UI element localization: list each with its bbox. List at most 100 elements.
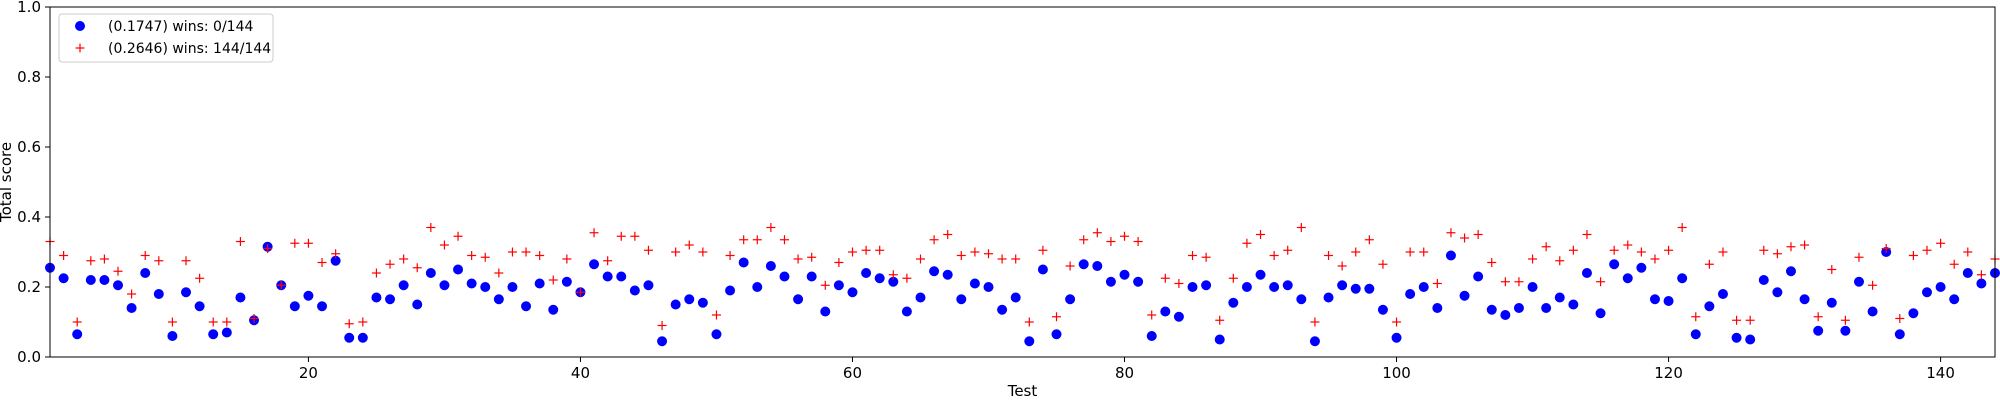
data-point-series-1 (806, 271, 817, 282)
data-point-series-2 (1636, 247, 1646, 257)
data-point-series-1 (1377, 304, 1388, 315)
data-point-series-1 (1677, 273, 1688, 284)
data-point-series-1 (1459, 290, 1470, 301)
data-point-series-1 (1486, 304, 1497, 315)
data-point-series-1 (1758, 275, 1769, 285)
data-point-series-1 (466, 278, 477, 289)
data-point-series-1 (235, 292, 246, 303)
data-point-series-1 (99, 275, 110, 285)
data-point-series-2 (276, 280, 286, 290)
data-point-series-1 (888, 276, 899, 287)
data-point-series-1 (1214, 334, 1225, 345)
data-point-series-2 (494, 268, 504, 278)
data-point-series-1 (942, 269, 953, 280)
data-point-series-2 (167, 317, 177, 327)
data-point-series-1 (412, 299, 423, 310)
data-point-series-2 (1596, 277, 1606, 287)
data-point-series-2 (1174, 279, 1184, 288)
data-point-series-2 (807, 252, 817, 262)
data-point-series-1 (1432, 303, 1443, 313)
data-point-series-2 (1827, 265, 1837, 274)
data-point-series-2 (1473, 230, 1483, 239)
data-point-series-2 (1963, 247, 1973, 257)
data-point-series-1 (820, 306, 831, 317)
data-point-series-2 (344, 319, 354, 329)
data-point-series-1 (589, 259, 600, 270)
data-point-series-1 (738, 257, 749, 268)
data-point-series-2 (929, 235, 939, 245)
data-point-series-2 (875, 245, 885, 255)
data-point-series-1 (398, 280, 409, 291)
data-point-series-2 (970, 247, 980, 257)
data-point-series-1 (480, 282, 491, 292)
data-point-series-1 (1554, 292, 1565, 303)
data-point-series-2 (1133, 237, 1143, 246)
data-point-series-1 (956, 294, 967, 305)
data-point-series-1 (1527, 282, 1538, 292)
data-point-series-2 (1065, 261, 1075, 271)
data-point-series-2 (616, 231, 626, 241)
data-point-series-1 (58, 273, 69, 284)
data-point-series-2 (521, 247, 531, 257)
plot-area-frame (49, 6, 1996, 358)
y-tick-label: 0.4 (17, 208, 41, 226)
data-point-series-1 (548, 304, 559, 315)
data-point-series-2 (1555, 256, 1565, 266)
data-point-series-2 (1813, 312, 1823, 322)
data-point-series-2 (1718, 247, 1728, 257)
data-point-series-2 (290, 238, 300, 248)
x-tick-label: 120 (1654, 364, 1683, 382)
data-point-series-1 (1853, 276, 1864, 287)
data-point-series-2 (1364, 235, 1374, 245)
data-point-series-1 (493, 294, 504, 305)
data-point-series-2 (507, 247, 517, 257)
data-point-series-1 (983, 282, 994, 292)
y-tick-label: 0.6 (17, 138, 41, 156)
data-point-series-2 (1922, 245, 1932, 255)
data-point-series-2 (643, 245, 653, 255)
data-point-series-1 (153, 289, 164, 299)
data-point-series-2 (1011, 254, 1021, 264)
data-point-series-1 (439, 280, 450, 291)
data-point-series-1 (1146, 331, 1157, 341)
data-point-series-1 (1500, 310, 1511, 320)
data-point-series-1 (1609, 259, 1620, 270)
data-point-series-1 (929, 266, 940, 277)
data-point-series-1 (330, 255, 341, 266)
data-point-series-1 (847, 287, 858, 298)
data-point-series-1 (85, 275, 96, 285)
data-point-series-1 (1772, 287, 1783, 298)
data-point-series-1 (289, 301, 300, 312)
y-tick-label: 0.2 (17, 278, 41, 296)
data-point-series-1 (1241, 282, 1252, 292)
data-point-series-2 (1269, 251, 1279, 260)
y-tick-label: 0.8 (17, 68, 41, 86)
data-point-series-1 (113, 280, 124, 291)
data-point-series-2 (766, 223, 776, 232)
data-point-series-2 (371, 268, 381, 278)
data-point-series-2 (752, 235, 762, 245)
data-point-series-2 (1201, 252, 1211, 262)
data-point-series-1 (1921, 287, 1932, 298)
data-point-series-2 (208, 317, 218, 327)
data-point-series-2 (589, 228, 599, 238)
data-point-series-1 (915, 292, 926, 303)
data-point-series-1 (1037, 264, 1048, 275)
data-point-series-1 (1799, 294, 1810, 305)
data-point-series-2 (915, 254, 925, 264)
data-point-series-1 (1024, 336, 1035, 347)
data-point-series-1 (1160, 306, 1171, 317)
data-point-series-2 (1949, 259, 1959, 269)
data-point-series-1 (1731, 332, 1742, 343)
data-point-series-1 (1323, 292, 1334, 303)
data-point-series-2 (467, 251, 477, 260)
data-point-series-2 (358, 317, 368, 327)
data-point-series-1 (1133, 276, 1144, 287)
data-point-series-2 (480, 252, 490, 262)
data-point-series-2 (630, 231, 640, 241)
data-point-series-2 (1432, 279, 1442, 288)
data-point-series-1 (765, 261, 776, 271)
data-point-series-1 (969, 278, 980, 289)
data-point-series-2 (1609, 245, 1619, 255)
